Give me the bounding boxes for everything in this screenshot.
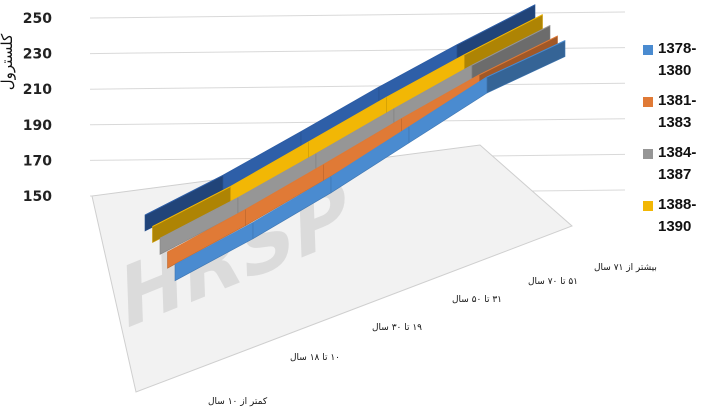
y-axis-title: کلسترول [0, 33, 16, 90]
legend-item-1388-1390: 1388-1390 [640, 194, 715, 246]
x-tick-label: ۱۹ تا ۳۰ سال [372, 323, 422, 333]
segment-edge [378, 44, 458, 88]
segment-edge [401, 74, 480, 120]
segment-edge [144, 174, 224, 216]
y-tick-label: 250 [23, 11, 52, 27]
x-tick-label: بیشتر از ۷۱ سال [594, 263, 657, 273]
segment-edge [464, 14, 543, 56]
legend-label: 1388-1390 [658, 196, 697, 235]
legend-swatch [643, 45, 653, 55]
segment-edge [408, 76, 488, 128]
legend-swatch [643, 149, 653, 159]
legend-swatch [643, 97, 653, 107]
x-tick-label: ۱۰ تا ۱۸ سال [290, 353, 340, 363]
legend-item-1378-1380: 1378-1380 [640, 38, 715, 90]
legend-swatch [643, 201, 653, 211]
segment-edge [252, 176, 332, 224]
segment-edge [479, 35, 558, 76]
segment-edge [230, 141, 309, 187]
x-tick-label: ۵۱ تا ۷۰ سال [528, 277, 578, 287]
segment-edge [323, 118, 402, 166]
axis-labels: 150 170 190 210 230 250 کمتر از ۱۰ سال ۱۰ تا ۱۸… [23, 11, 657, 407]
legend: 1378-1380 1381-1383 1384-1387 1388-1390 [640, 38, 715, 246]
series-1388-1390 [152, 14, 543, 244]
y-tick-label: 150 [23, 189, 52, 205]
segment-edge [300, 86, 380, 133]
segment-edge [152, 186, 231, 227]
legend-label: 1384-1387 [658, 144, 697, 183]
segment-edge [245, 164, 324, 210]
segment-edge [159, 197, 239, 239]
legend-item-1381-1383: 1381-1383 [640, 90, 715, 142]
y-tick-label: 170 [23, 153, 52, 169]
y-tick-label: 190 [23, 118, 52, 134]
series-back-4 [144, 4, 536, 232]
segment-edge [471, 25, 551, 66]
x-tick-label: کمتر از ۱۰ سال [208, 397, 268, 407]
series-ribbons [144, 4, 566, 282]
segment-edge [174, 222, 254, 266]
gridline [89, 82, 626, 90]
legend-label: 1378-1380 [658, 40, 697, 79]
segment-edge [456, 4, 536, 46]
segment-edge [167, 209, 246, 253]
y-tick-label: 210 [23, 82, 52, 98]
segment-edge [315, 108, 395, 155]
gridline [89, 11, 626, 19]
segment-edge [308, 96, 387, 143]
segment-edge [393, 64, 473, 110]
segment-edge [222, 131, 302, 176]
segment-edge [330, 126, 410, 178]
series-1384-1387 [159, 25, 551, 255]
series-1378-1380 [174, 40, 566, 282]
legend-item-1384-1387: 1384-1387 [640, 142, 715, 194]
segment-edge [237, 153, 317, 199]
y-tick-label: 230 [23, 47, 52, 63]
x-tick-label: ۳۱ تا ۵۰ سال [452, 295, 502, 305]
segment-edge [486, 40, 566, 78]
legend-label: 1381-1383 [658, 92, 697, 131]
segment-edge [386, 54, 465, 98]
